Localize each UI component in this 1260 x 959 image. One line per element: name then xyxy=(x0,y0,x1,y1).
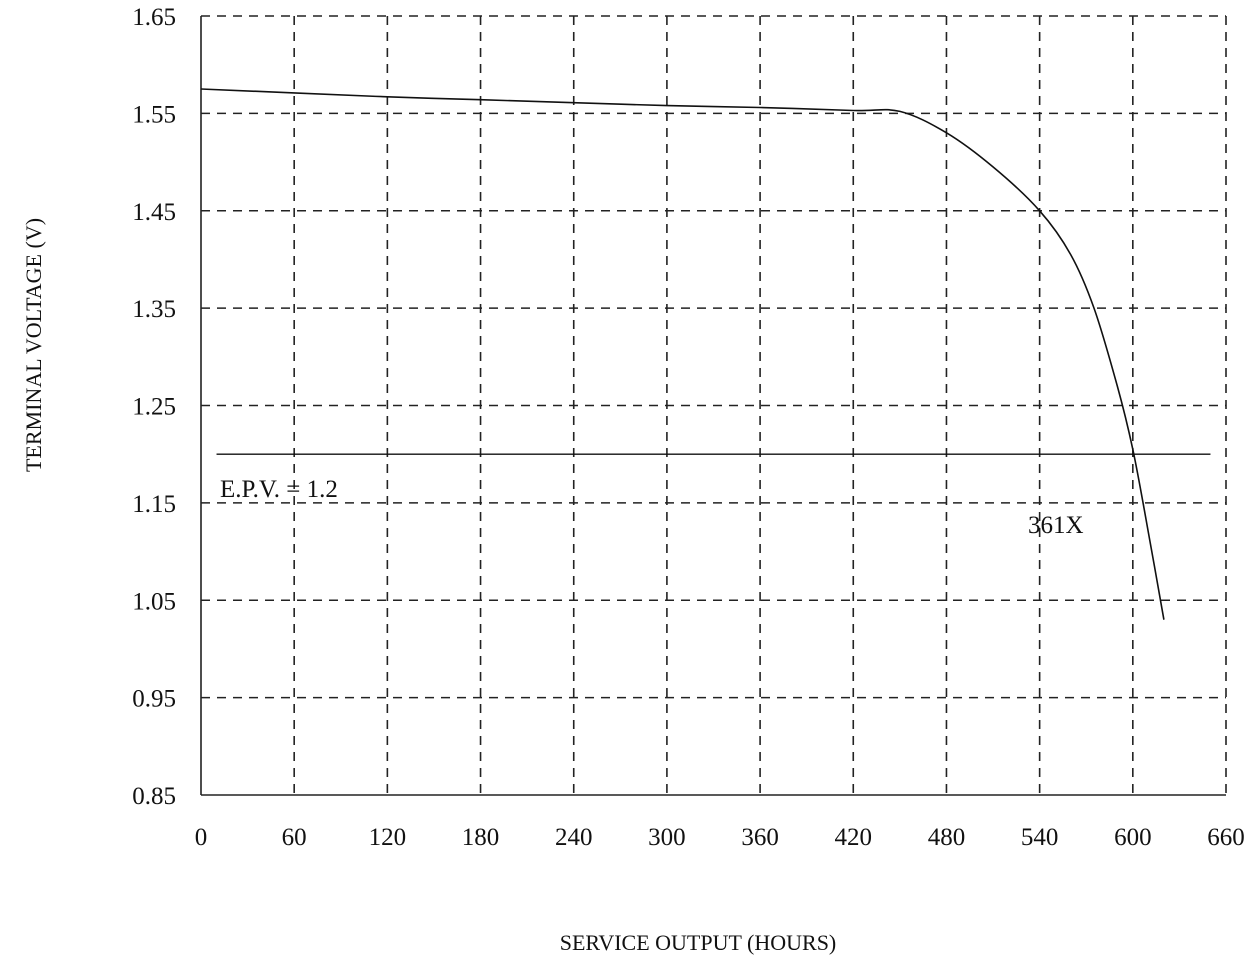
y-tick-labels: 1.65 1.55 1.45 1.35 1.25 1.15 1.05 0.95 0.85 xyxy=(132,4,176,810)
y-tick-1.45: 1.45 xyxy=(132,199,176,226)
x-tick-0: 0 xyxy=(195,824,208,851)
y-tick-1.05: 1.05 xyxy=(132,588,176,615)
x-tick-540: 540 xyxy=(1021,824,1059,851)
x-tick-180: 180 xyxy=(462,824,500,851)
y-tick-0.85: 0.85 xyxy=(132,783,176,810)
x-axis-title: SERVICE OUTPUT (HOURS) xyxy=(560,930,837,955)
x-tick-600: 600 xyxy=(1114,824,1152,851)
y-tick-1.55: 1.55 xyxy=(132,101,176,128)
grid-lines xyxy=(201,15,1227,795)
x-tick-660: 660 xyxy=(1207,824,1245,851)
y-tick-1.25: 1.25 xyxy=(132,394,176,421)
x-tick-300: 300 xyxy=(648,824,686,851)
x-tick-240: 240 xyxy=(555,824,593,851)
series-line-361X xyxy=(200,88,1165,620)
x-tick-360: 360 xyxy=(741,824,779,851)
plot-frame xyxy=(200,16,1226,796)
y-tick-0.95: 0.95 xyxy=(132,686,176,713)
epv-label: E.P.V. = 1.2 xyxy=(220,476,338,503)
y-tick-1.15: 1.15 xyxy=(132,491,176,518)
series-lines xyxy=(200,88,1165,620)
series-label-361x: 361X xyxy=(1028,512,1084,539)
y-tick-1.65: 1.65 xyxy=(132,4,176,31)
y-axis-title: TERMINAL VOLTAGE (V) xyxy=(21,218,46,472)
x-tick-120: 120 xyxy=(369,824,407,851)
y-tick-1.35: 1.35 xyxy=(132,296,176,323)
x-tick-labels: 0 60 120 180 240 300 360 420 480 540 600 660 xyxy=(195,824,1245,851)
x-tick-60: 60 xyxy=(282,824,307,851)
x-tick-480: 480 xyxy=(928,824,966,851)
x-tick-420: 420 xyxy=(835,824,873,851)
